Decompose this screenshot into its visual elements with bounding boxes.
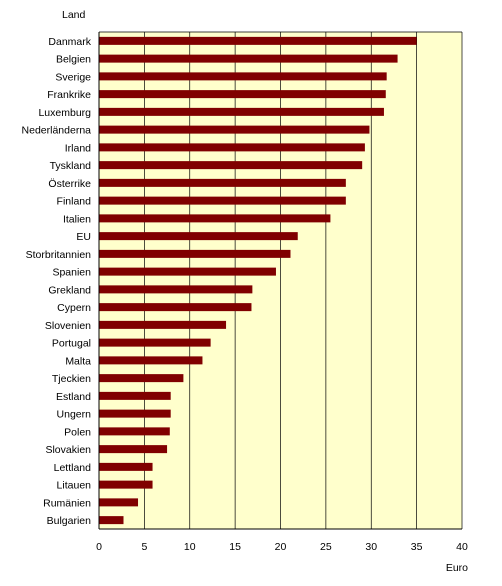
bar <box>99 90 386 99</box>
category-label: Italien <box>63 213 91 225</box>
bars <box>99 36 417 525</box>
bar <box>99 196 346 205</box>
x-tick-label: 20 <box>275 541 287 553</box>
x-tick-label: 10 <box>184 541 196 553</box>
x-tick-label: 35 <box>411 541 423 553</box>
category-label: Rumänien <box>43 497 91 509</box>
category-label: Storbritannien <box>26 249 92 261</box>
category-label: Lettland <box>54 462 92 474</box>
category-label: Tjeckien <box>52 373 91 385</box>
bar <box>99 498 139 507</box>
bar <box>99 320 227 329</box>
category-label: Spanien <box>52 267 91 279</box>
bar <box>99 303 252 312</box>
x-tick-label: 40 <box>456 541 468 553</box>
bar <box>99 178 346 187</box>
bar <box>99 72 387 81</box>
x-tick-label: 25 <box>320 541 332 553</box>
y-axis-title: Land <box>62 9 86 21</box>
x-tick-labels: 0 5 10 15 20 25 30 35 40 <box>96 541 468 553</box>
x-tick-label: 0 <box>96 541 102 553</box>
category-label: EU <box>76 231 91 243</box>
category-label: Grekland <box>48 284 91 296</box>
bar <box>99 214 331 223</box>
bar <box>99 427 170 436</box>
bar <box>99 36 417 45</box>
bar <box>99 54 398 63</box>
bar <box>99 249 291 258</box>
category-label: Cypern <box>57 302 91 314</box>
category-label: Irland <box>65 142 91 154</box>
bar <box>99 338 211 347</box>
bar <box>99 462 153 471</box>
category-label: Tyskland <box>50 160 92 172</box>
bar <box>99 125 370 134</box>
category-label: Belgien <box>56 54 91 66</box>
category-label: Sverige <box>55 71 91 83</box>
category-label: Frankrike <box>47 89 91 101</box>
bar <box>99 232 298 241</box>
bar <box>99 409 171 418</box>
category-label: Luxemburg <box>38 107 91 119</box>
bar <box>99 391 171 400</box>
category-label: Slovenien <box>45 320 91 332</box>
category-label: Nederländerna <box>22 125 92 137</box>
category-label: Bulgarien <box>47 515 92 527</box>
category-label: Österrike <box>48 178 91 190</box>
category-label: Portugal <box>52 338 91 350</box>
x-tick-label: 30 <box>365 541 377 553</box>
bar <box>99 267 276 276</box>
bar <box>99 374 184 383</box>
category-label: Ungern <box>57 409 92 421</box>
bar <box>99 356 203 365</box>
bar <box>99 516 124 525</box>
category-label: Polen <box>64 426 91 438</box>
category-label: Danmark <box>48 36 91 48</box>
category-label: Slovakien <box>45 444 91 456</box>
category-label: Malta <box>65 355 91 367</box>
x-axis-title: Euro <box>446 562 468 574</box>
bar <box>99 480 153 489</box>
category-label: Finland <box>57 196 92 208</box>
category-label: Litauen <box>57 480 92 492</box>
bar <box>99 285 253 294</box>
bar <box>99 143 365 152</box>
category-label: Estland <box>56 391 91 403</box>
category-labels: Danmark Belgien Sverige Frankrike Luxemburg N… <box>22 36 92 527</box>
bar <box>99 161 363 170</box>
bar <box>99 445 168 454</box>
x-tick-label: 15 <box>229 541 241 553</box>
x-tick-label: 5 <box>141 541 147 553</box>
bar <box>99 107 384 116</box>
